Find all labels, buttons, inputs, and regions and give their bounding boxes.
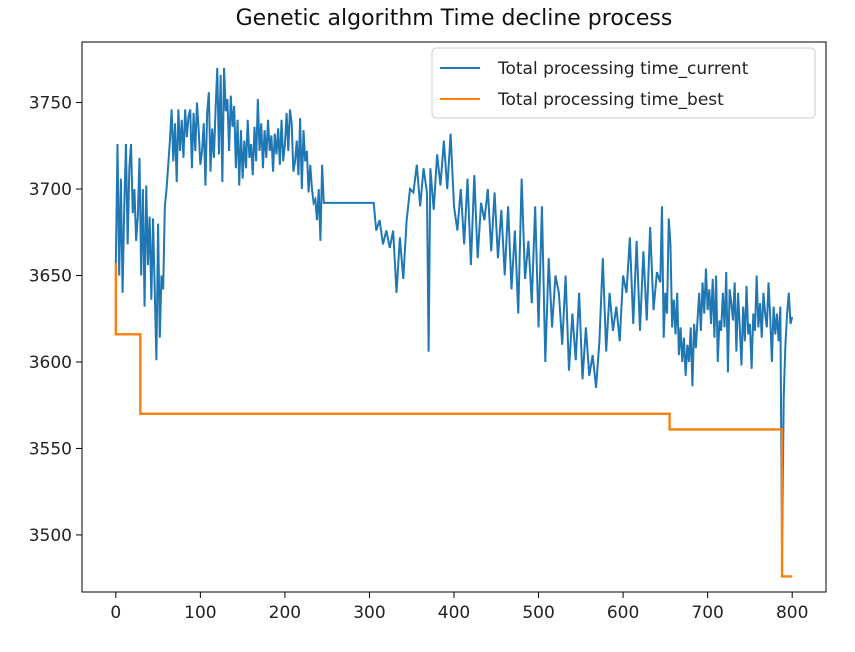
y-tick-label: 3750 — [29, 94, 72, 114]
x-tick-label: 300 — [353, 603, 385, 623]
y-axis: 3500 3550 3600 3650 3700 3750 — [29, 94, 82, 546]
y-tick-label: 3700 — [29, 180, 72, 200]
x-tick-label: 100 — [184, 603, 216, 623]
y-tick-label: 3500 — [29, 526, 72, 546]
x-tick-label: 800 — [776, 603, 808, 623]
series-line-best — [114, 263, 793, 578]
series-line-current — [114, 67, 794, 553]
series-layer — [114, 67, 794, 578]
legend-label-best: Total processing time_best — [497, 90, 724, 110]
x-tick-label: 0 — [110, 603, 121, 623]
y-tick-label: 3600 — [29, 353, 72, 373]
x-axis: 0 100 200 300 400 500 600 700 800 — [110, 592, 808, 623]
y-tick-label: 3550 — [29, 439, 72, 459]
legend: Total processing time_current Total proc… — [431, 47, 816, 119]
x-tick-label: 200 — [269, 603, 301, 623]
x-tick-label: 600 — [607, 603, 639, 623]
chart-title: Genetic algorithm Time decline process — [236, 6, 673, 31]
y-tick-label: 3650 — [29, 266, 72, 286]
legend-box — [431, 47, 816, 119]
x-tick-label: 400 — [438, 603, 470, 623]
x-tick-label: 500 — [522, 603, 554, 623]
legend-label-current: Total processing time_current — [497, 59, 749, 79]
x-tick-label: 700 — [691, 603, 723, 623]
